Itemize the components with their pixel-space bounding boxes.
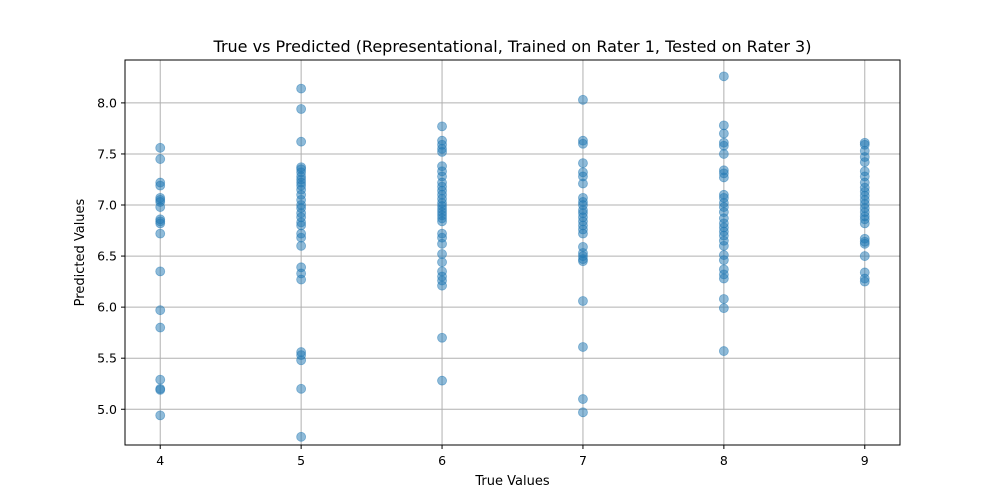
data-point <box>859 251 870 261</box>
data-point <box>437 375 447 386</box>
x-tick-label: 4 <box>156 453 164 468</box>
data-point <box>155 180 166 191</box>
data-point <box>437 249 447 259</box>
x-tick-label: 8 <box>720 453 728 468</box>
data-point <box>859 218 870 229</box>
data-point <box>437 280 447 291</box>
data-point <box>859 157 870 168</box>
data-point <box>155 202 166 212</box>
data-point <box>296 136 307 147</box>
data-point <box>296 383 307 394</box>
data-point <box>578 158 588 169</box>
data-point <box>718 273 729 284</box>
data-point <box>155 410 166 421</box>
data-point <box>578 228 588 239</box>
data-point <box>578 178 588 189</box>
data-point <box>155 322 166 333</box>
data-point <box>578 407 588 418</box>
y-tick-label: 7.0 <box>97 198 117 213</box>
data-point <box>718 294 729 304</box>
data-point <box>718 240 729 251</box>
data-point <box>296 240 307 251</box>
data-point <box>296 431 307 442</box>
data-point <box>296 274 307 285</box>
data-point <box>155 374 166 385</box>
data-point <box>155 305 166 316</box>
y-tick-label: 8.0 <box>97 95 117 110</box>
y-tick-label: 6.5 <box>97 249 117 264</box>
data-point <box>437 332 447 343</box>
y-tick-label: 6.0 <box>97 300 117 315</box>
data-point <box>155 218 166 229</box>
data-point <box>155 384 166 395</box>
x-tick-label: 9 <box>861 453 869 468</box>
data-point <box>718 128 729 139</box>
data-point <box>437 257 447 268</box>
x-axis-ticks: 4 5 6 7 8 9 <box>156 445 869 468</box>
data-point <box>437 121 447 132</box>
data-point <box>296 232 307 243</box>
data-point <box>437 216 447 227</box>
data-point <box>718 346 729 356</box>
grid-lines <box>125 60 900 445</box>
x-tick-label: 7 <box>579 453 587 468</box>
data-point <box>718 140 729 151</box>
data-point <box>578 342 588 352</box>
data-point <box>718 255 729 266</box>
data-point <box>718 303 729 314</box>
x-tick-label: 6 <box>438 453 446 468</box>
data-point <box>578 94 588 105</box>
y-tick-label: 7.5 <box>97 146 117 161</box>
data-point <box>859 238 870 249</box>
data-point <box>296 355 307 366</box>
x-axis-label: True Values <box>474 474 549 489</box>
data-point <box>155 228 166 239</box>
data-point <box>718 71 729 82</box>
y-tick-label: 5.5 <box>97 351 117 366</box>
data-point <box>718 120 729 131</box>
data-point <box>578 394 588 404</box>
y-tick-label: 5.0 <box>97 402 117 417</box>
y-axis-label: Predicted Values <box>73 198 88 306</box>
data-point <box>155 154 166 164</box>
data-point <box>578 138 588 149</box>
plot-frame <box>124 59 901 446</box>
data-points <box>155 71 870 442</box>
data-point <box>155 266 166 277</box>
data-point <box>578 256 588 267</box>
x-tick-label: 5 <box>297 453 305 468</box>
data-point <box>859 276 870 287</box>
data-point <box>296 104 307 114</box>
data-point <box>578 296 588 306</box>
data-point <box>437 238 447 249</box>
data-point <box>437 147 447 157</box>
data-point <box>155 142 166 153</box>
data-point <box>296 220 307 231</box>
chart-title: True vs Predicted (Representational, Tra… <box>213 37 812 56</box>
data-point <box>718 172 729 183</box>
data-point <box>296 83 307 94</box>
data-point <box>718 149 729 159</box>
y-axis-ticks: 5.0 5.5 6.0 6.5 7.0 7.5 8.0 <box>97 95 125 417</box>
